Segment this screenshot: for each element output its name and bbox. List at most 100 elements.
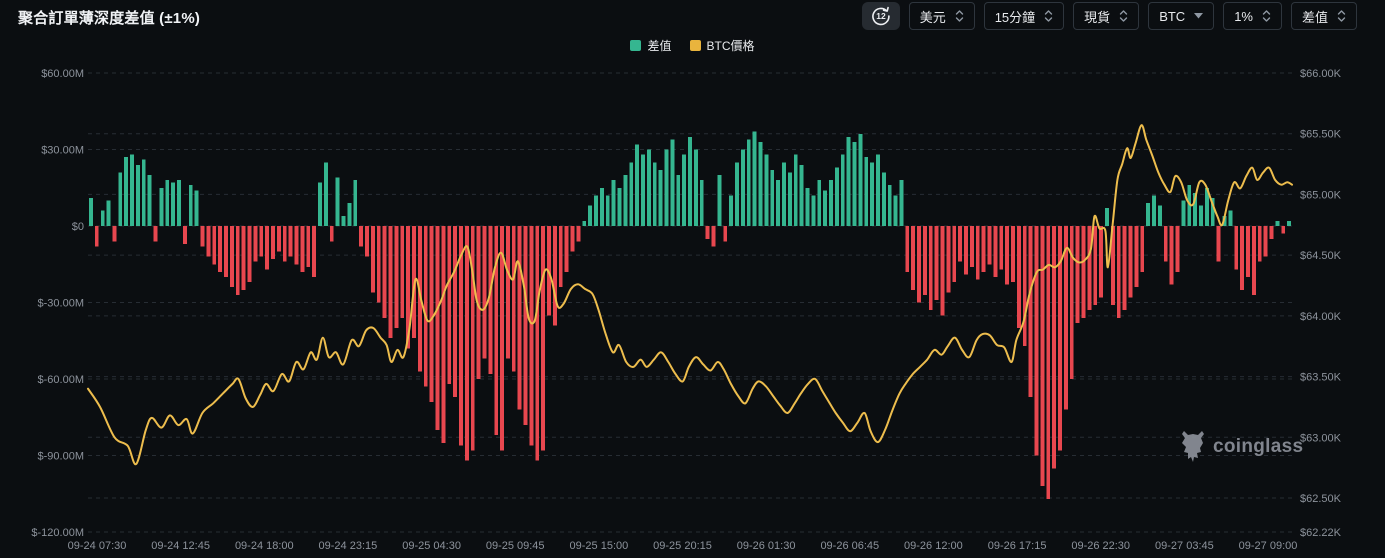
depth-bar — [1152, 195, 1156, 226]
depth-bar — [365, 226, 369, 257]
depth-bar — [182, 226, 187, 244]
depth-bar — [576, 226, 581, 242]
depth-bar — [1269, 226, 1274, 239]
depth-bar — [400, 226, 405, 318]
depth-bar — [353, 180, 358, 226]
depth-bar — [141, 159, 146, 226]
depth-range-select[interactable]: 1% — [1223, 2, 1282, 30]
depth-bar — [1099, 226, 1104, 298]
left-axis: $60.00M $30.00M $0 $-30.00M $-60.00M $-90.00M… — [31, 68, 84, 539]
x-axis: 09-24 07:30 09-24 12:45 09-24 18:00 09-24 2… — [68, 540, 1298, 552]
depth-bar — [899, 180, 904, 226]
depth-bar — [1128, 226, 1133, 298]
depth-bar — [770, 169, 775, 226]
btc-price-line — [87, 124, 1293, 466]
depth-bar — [124, 157, 129, 226]
depth-bar — [541, 226, 546, 451]
depth-bar — [999, 226, 1004, 270]
depth-bar — [964, 226, 968, 275]
depth-bar — [594, 195, 598, 226]
x-axis-label: 09-25 15:00 — [570, 540, 629, 552]
depth-bar — [130, 154, 134, 226]
left-axis-label: $-120.00M — [31, 527, 84, 539]
depth-bar — [517, 226, 522, 410]
depth-bar — [1034, 226, 1039, 456]
depth-bar — [952, 226, 957, 283]
left-axis-label: $0 — [72, 221, 84, 233]
interval-select[interactable]: 15分鐘 — [983, 2, 1065, 30]
x-axis-label: 09-25 04:30 — [402, 540, 461, 552]
currency-select[interactable]: 美元 — [908, 2, 975, 30]
depth-bar — [1175, 226, 1180, 272]
depth-bar — [271, 226, 275, 260]
depth-bar — [100, 210, 105, 226]
depth-bar — [1251, 226, 1256, 295]
spinner-caret-icon — [1262, 10, 1271, 22]
depth-bar — [523, 226, 528, 425]
depth-bar — [1257, 226, 1262, 262]
symbol-select[interactable]: BTC — [1148, 2, 1215, 30]
depth-bar — [870, 162, 874, 226]
depth-bar — [347, 203, 352, 226]
depth-bar — [282, 226, 287, 262]
x-axis-label: 09-26 22:30 — [1071, 540, 1130, 552]
legend-item-btc-price[interactable]: BTC價格 — [689, 37, 755, 54]
toolbar: 12 美元 15分鐘 現貨 BTC 1% 差值 — [861, 2, 1357, 30]
depth-bar — [1069, 226, 1074, 379]
depth-bar — [1105, 208, 1109, 226]
depth-bar — [946, 226, 951, 293]
x-axis-label: 09-26 17:15 — [988, 540, 1047, 552]
spinner-caret-icon — [1119, 10, 1128, 22]
depth-range-select-label: 1% — [1234, 8, 1253, 24]
depth-bar — [635, 144, 640, 226]
depth-bar — [494, 226, 499, 436]
depth-bar — [276, 226, 281, 252]
spinner-caret-icon — [1044, 10, 1053, 22]
mode-select[interactable]: 差值 — [1290, 2, 1357, 30]
depth-bar — [940, 226, 945, 316]
depth-bar — [1281, 226, 1286, 234]
depth-bar — [911, 226, 916, 290]
depth-bar — [823, 190, 828, 226]
depth-bar — [306, 226, 311, 267]
depth-bar — [423, 226, 428, 387]
depth-bar — [599, 187, 604, 226]
right-axis-label: $64.50K — [1300, 250, 1342, 262]
diff-series-swatch-icon — [630, 40, 642, 51]
depth-bar — [764, 154, 769, 226]
depth-bar — [1210, 197, 1215, 226]
spinner-caret-icon — [1337, 10, 1346, 22]
legend-item-btc-price-label: BTC價格 — [706, 39, 755, 53]
chart-legend: 差值 BTC價格 — [0, 37, 1385, 54]
depth-bar — [459, 226, 463, 446]
depth-bar — [153, 226, 158, 242]
depth-bar — [1169, 226, 1174, 285]
market-type-select[interactable]: 現貨 — [1073, 2, 1140, 30]
depth-bar — [758, 141, 763, 226]
depth-bar — [834, 167, 839, 226]
depth-bar — [881, 172, 886, 226]
x-axis-label: 09-26 01:30 — [737, 540, 796, 552]
depth-bar — [852, 141, 857, 226]
depth-bar — [200, 226, 205, 247]
depth-bar — [799, 164, 804, 226]
depth-bar — [335, 177, 340, 226]
depth-bar — [1246, 226, 1250, 277]
depth-bar — [570, 226, 575, 252]
refresh-interval-button[interactable]: 12 — [861, 2, 900, 30]
legend-item-diff[interactable]: 差值 — [630, 37, 672, 54]
depth-bar — [740, 149, 745, 226]
left-axis-label: $-90.00M — [38, 451, 84, 463]
currency-select-label: 美元 — [919, 9, 946, 25]
x-axis-label: 09-27 09:00 — [1239, 540, 1298, 552]
depth-bar — [388, 226, 393, 339]
depth-bar — [723, 226, 728, 242]
depth-bar — [188, 185, 193, 226]
x-axis-label: 09-25 09:45 — [486, 540, 545, 552]
depth-bar — [453, 226, 458, 397]
depth-bar — [1087, 226, 1092, 311]
left-axis-label: $30.00M — [41, 145, 84, 157]
depth-bar — [1046, 226, 1051, 499]
depth-bar — [235, 226, 240, 295]
